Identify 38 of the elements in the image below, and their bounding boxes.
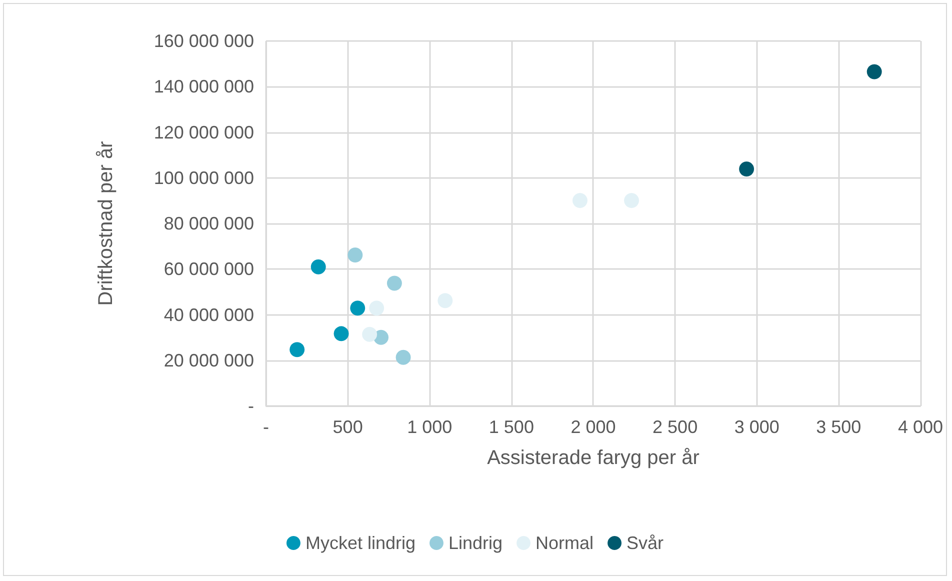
point: [396, 350, 411, 365]
point: [866, 64, 882, 80]
point: [572, 192, 588, 208]
x-tick-label: 2 500: [652, 417, 698, 437]
y-tick-label: 140 000 000: [154, 76, 254, 97]
x-axis-title: Assisterade faryg per år: [487, 447, 700, 469]
point: [334, 326, 349, 342]
point: [362, 326, 378, 342]
y-tick-label: 60 000 000: [164, 259, 254, 280]
y-tick-label: 40 000 000: [164, 304, 254, 325]
point: [369, 300, 384, 316]
x-tick-label: 4 000: [898, 417, 943, 437]
x-tick-label: 500: [332, 417, 363, 437]
legend-label: Svår: [626, 533, 664, 553]
y-tick-label: 120 000 000: [154, 122, 254, 142]
point: [310, 259, 326, 274]
point: [438, 293, 453, 308]
point: [290, 342, 305, 358]
point: [350, 300, 366, 316]
x-tick-label: 3 500: [816, 417, 862, 437]
y-tick-label: 80 000 000: [164, 214, 254, 234]
y-tick-label: 100 000 000: [154, 168, 254, 188]
legend-label: Mycket lindrig: [305, 533, 416, 553]
point: [348, 247, 363, 262]
x-tick-label: 2 000: [570, 417, 616, 437]
x-tick-label: -: [263, 417, 269, 437]
x-tick-label: 1 500: [488, 417, 534, 437]
y-tick-label: 160 000 000: [154, 31, 254, 51]
legend-label: Lindrig: [448, 533, 503, 553]
legend-label: Normal: [536, 533, 594, 553]
point: [386, 276, 402, 291]
point: [739, 161, 754, 176]
y-axis-title: Driftkostnad per år: [95, 140, 117, 306]
y-tick-label: 20 000 000: [164, 350, 254, 370]
y-tick-label: -: [248, 396, 254, 416]
x-tick-label: 1 000: [407, 417, 452, 437]
point: [624, 192, 640, 208]
x-tick-label: 3 000: [734, 417, 780, 437]
